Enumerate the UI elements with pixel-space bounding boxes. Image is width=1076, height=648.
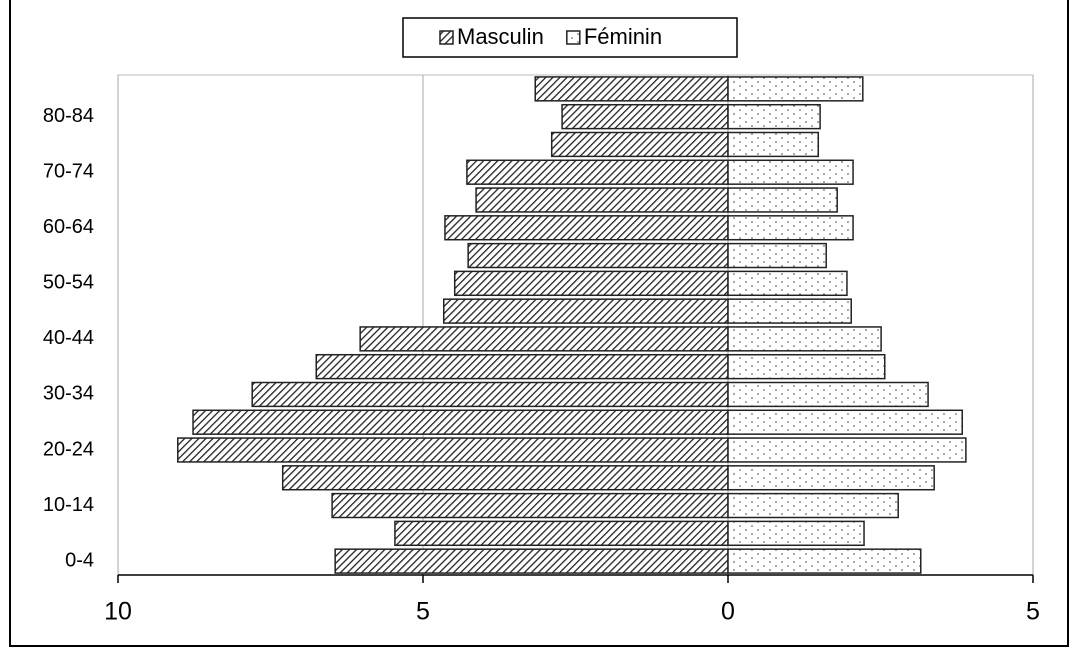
bar <box>727 326 882 352</box>
bar <box>727 548 922 574</box>
bar <box>727 492 899 519</box>
bar <box>331 492 729 519</box>
bar <box>727 103 821 130</box>
y-tick-label: 70-74 <box>43 161 94 183</box>
bar <box>727 215 854 241</box>
bar <box>561 103 729 130</box>
bar <box>727 520 865 547</box>
bar <box>467 242 729 269</box>
bar <box>727 76 864 102</box>
bar <box>727 159 854 185</box>
legend-label: Masculin <box>457 24 544 49</box>
x-tick-label: 10 <box>104 598 132 626</box>
bar <box>550 131 729 158</box>
bar <box>394 520 729 547</box>
x-tick-label: 0 <box>721 598 735 626</box>
y-tick-label: 0-4 <box>65 549 94 571</box>
bar <box>727 187 838 213</box>
y-tick-label: 60-64 <box>43 216 94 238</box>
y-tick-label: 50-54 <box>43 272 94 294</box>
bar <box>727 437 967 463</box>
bar <box>359 326 729 352</box>
bar <box>727 131 820 158</box>
x-tick-label: 5 <box>416 598 430 626</box>
y-tick-label: 30-34 <box>43 383 94 405</box>
y-tick-label: 40-44 <box>43 327 94 349</box>
bar <box>453 270 729 297</box>
legend: Masculin Féminin <box>439 24 662 49</box>
bar <box>727 381 929 408</box>
x-tick-label: 5 <box>1026 598 1040 626</box>
bar <box>727 298 852 324</box>
bar <box>315 353 729 380</box>
bar <box>177 437 729 463</box>
bar <box>442 298 729 324</box>
bar <box>251 381 729 408</box>
bar <box>281 465 729 491</box>
bar <box>444 215 729 241</box>
bar <box>475 187 729 213</box>
bar <box>727 465 935 491</box>
bar <box>727 409 963 435</box>
y-tick-label: 10-14 <box>43 494 94 516</box>
bar <box>334 548 729 574</box>
legend-swatch <box>439 30 454 45</box>
bar <box>534 76 729 102</box>
chart-border <box>9 0 1069 647</box>
bar <box>727 270 848 297</box>
y-tick-label: 20-24 <box>43 438 94 460</box>
legend-swatch <box>566 30 581 45</box>
y-tick-label: 80-84 <box>43 105 94 127</box>
bar <box>192 409 729 435</box>
bar <box>466 159 729 185</box>
legend-label: Féminin <box>584 24 662 49</box>
bar <box>727 353 886 380</box>
bar <box>727 242 827 269</box>
